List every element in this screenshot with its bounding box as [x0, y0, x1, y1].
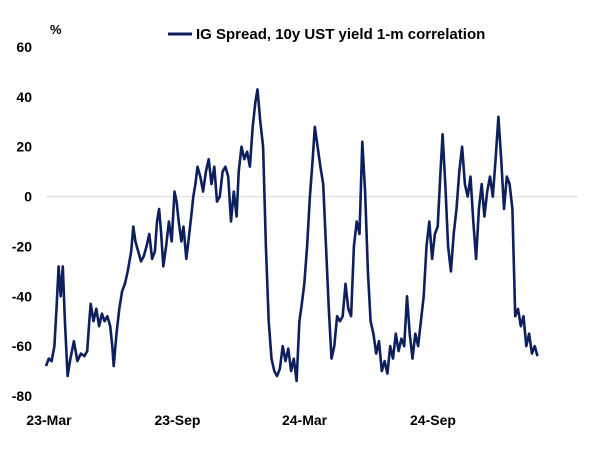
x-tick-label: 24-Mar — [282, 412, 328, 428]
y-tick-label: 40 — [16, 89, 32, 105]
y-tick-label: -40 — [12, 288, 32, 304]
y-tick-label: -20 — [12, 238, 32, 254]
x-tick-label: 23-Sep — [155, 412, 201, 428]
y-axis-ticks: -80 -60 -40 -20 0 20 40 60 — [12, 39, 32, 404]
y-tick-label: 60 — [16, 39, 32, 55]
y-tick-label: 20 — [16, 139, 32, 155]
y-tick-label: -80 — [12, 388, 32, 404]
y-tick-label: 0 — [24, 189, 32, 205]
y-tick-label: -60 — [12, 338, 32, 354]
legend: IG Spread, 10y UST yield 1-m correlation — [168, 26, 485, 43]
x-tick-label: 23-Mar — [26, 412, 72, 428]
x-tick-label: 24-Sep — [410, 412, 456, 428]
y-axis-unit-label: % — [50, 22, 62, 37]
series-line — [44, 88, 539, 383]
legend-label: IG Spread, 10y UST yield 1-m correlation — [196, 26, 485, 43]
x-axis-ticks: 23-Mar 23-Sep 24-Mar 24-Sep — [26, 412, 456, 428]
